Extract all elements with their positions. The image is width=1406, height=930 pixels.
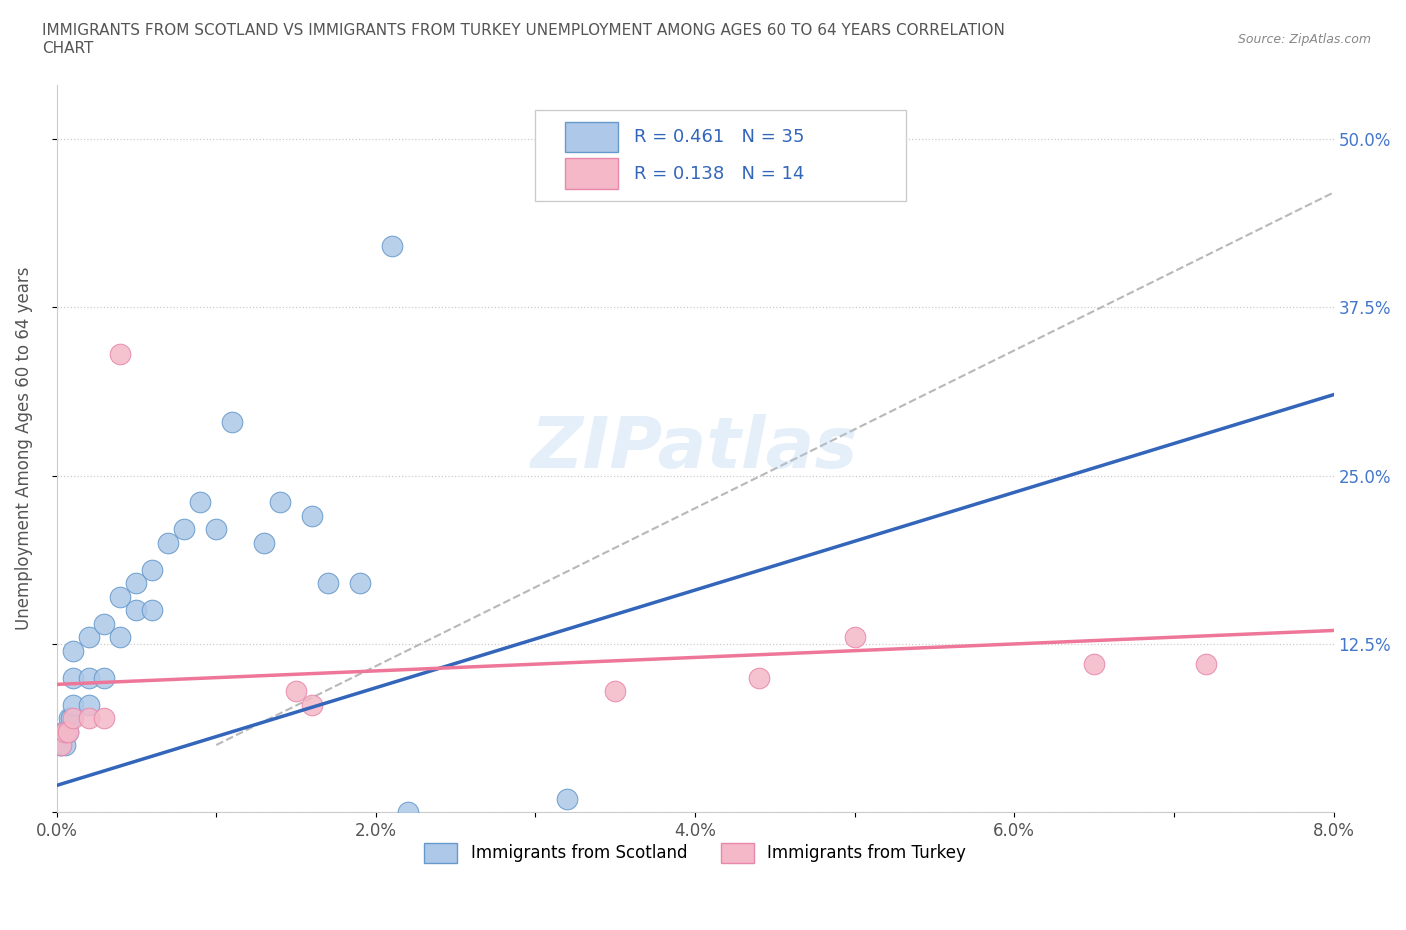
Text: IMMIGRANTS FROM SCOTLAND VS IMMIGRANTS FROM TURKEY UNEMPLOYMENT AMONG AGES 60 TO: IMMIGRANTS FROM SCOTLAND VS IMMIGRANTS F…: [42, 23, 1005, 56]
Point: [77, 630, 100, 644]
Point: [62, 711, 84, 725]
Point: [58, 711, 80, 725]
Text: R = 0.138   N = 14: R = 0.138 N = 14: [634, 165, 804, 182]
Point: [51, 737, 73, 752]
Point: [77, 671, 100, 685]
Point: [125, 576, 148, 591]
Point: [221, 414, 243, 429]
Point: [269, 495, 291, 510]
Point: [62, 671, 84, 685]
Point: [605, 684, 627, 698]
Point: [56, 724, 79, 739]
Point: [125, 603, 148, 618]
Text: Source: ZipAtlas.com: Source: ZipAtlas.com: [1237, 33, 1371, 46]
Point: [141, 603, 163, 618]
FancyBboxPatch shape: [536, 111, 905, 201]
Point: [173, 522, 195, 537]
Point: [52, 724, 75, 739]
Text: R = 0.461   N = 35: R = 0.461 N = 35: [634, 128, 804, 146]
Point: [53, 724, 76, 739]
Point: [316, 576, 339, 591]
Point: [396, 805, 419, 820]
Point: [55, 724, 77, 739]
Point: [93, 617, 115, 631]
Point: [157, 536, 180, 551]
Point: [51, 737, 73, 752]
Point: [110, 347, 132, 362]
Point: [62, 698, 84, 712]
Point: [62, 644, 84, 658]
Legend: Immigrants from Scotland, Immigrants from Turkey: Immigrants from Scotland, Immigrants fro…: [418, 836, 973, 870]
Point: [381, 239, 404, 254]
Point: [141, 563, 163, 578]
Point: [77, 698, 100, 712]
Point: [557, 791, 579, 806]
Point: [748, 671, 770, 685]
Point: [301, 509, 323, 524]
Point: [301, 698, 323, 712]
Text: ZIPatlas: ZIPatlas: [531, 414, 859, 483]
Point: [110, 590, 132, 604]
Point: [349, 576, 371, 591]
Point: [93, 671, 115, 685]
Point: [93, 711, 115, 725]
Bar: [565, 122, 619, 153]
Bar: [565, 158, 619, 189]
Point: [49, 737, 72, 752]
Point: [1083, 657, 1105, 671]
Point: [188, 495, 211, 510]
Point: [1195, 657, 1218, 671]
Point: [844, 630, 866, 644]
Point: [253, 536, 276, 551]
Point: [53, 737, 76, 752]
Y-axis label: Unemployment Among Ages 60 to 64 years: Unemployment Among Ages 60 to 64 years: [15, 267, 32, 631]
Point: [285, 684, 308, 698]
Point: [77, 711, 100, 725]
Point: [205, 522, 228, 537]
Point: [110, 630, 132, 644]
Point: [59, 711, 82, 725]
Point: [56, 724, 79, 739]
